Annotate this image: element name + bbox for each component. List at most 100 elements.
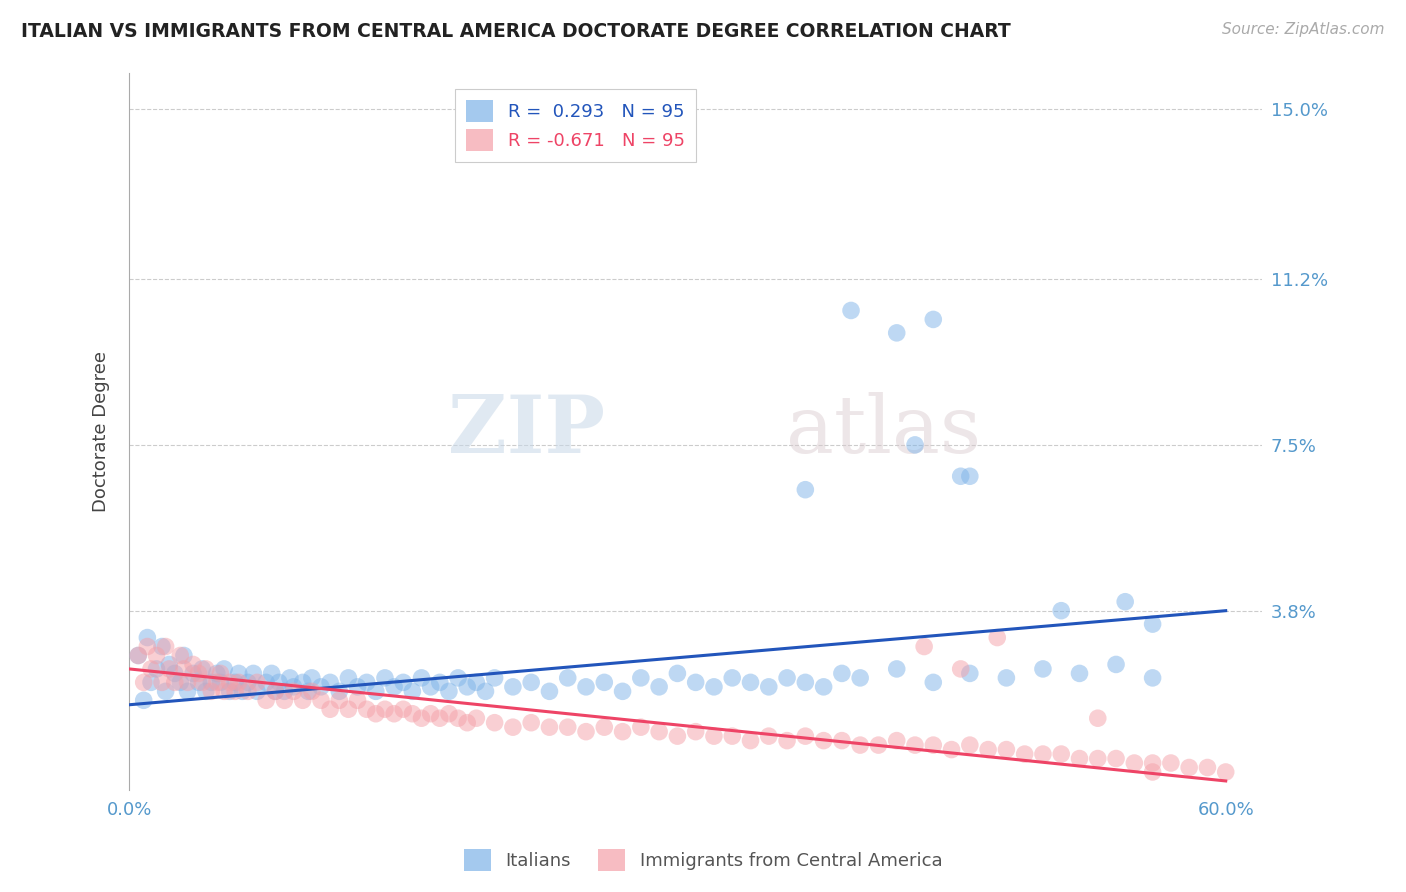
Point <box>228 675 250 690</box>
Point <box>995 671 1018 685</box>
Point <box>685 675 707 690</box>
Text: ZIP: ZIP <box>449 392 605 470</box>
Point <box>337 671 360 685</box>
Point <box>374 671 396 685</box>
Point <box>959 738 981 752</box>
Point <box>502 720 524 734</box>
Point <box>132 675 155 690</box>
Point <box>319 675 342 690</box>
Point <box>1197 760 1219 774</box>
Point <box>356 675 378 690</box>
Point <box>150 640 173 654</box>
Point <box>666 729 689 743</box>
Point <box>593 675 616 690</box>
Point <box>868 738 890 752</box>
Point <box>538 720 561 734</box>
Point <box>209 675 232 690</box>
Point <box>246 684 269 698</box>
Point <box>922 738 945 752</box>
Point <box>236 684 259 698</box>
Point <box>437 706 460 721</box>
Point <box>1087 751 1109 765</box>
Point <box>218 675 240 690</box>
Legend: R =  0.293   N = 95, R = -0.671   N = 95: R = 0.293 N = 95, R = -0.671 N = 95 <box>456 89 696 162</box>
Point <box>297 684 319 698</box>
Point <box>484 715 506 730</box>
Point <box>1114 595 1136 609</box>
Point <box>1032 747 1054 761</box>
Point <box>176 684 198 698</box>
Point <box>502 680 524 694</box>
Point <box>218 684 240 698</box>
Point <box>242 666 264 681</box>
Point <box>157 657 180 672</box>
Point <box>484 671 506 685</box>
Point <box>145 648 167 663</box>
Point <box>959 666 981 681</box>
Point <box>319 702 342 716</box>
Point <box>721 671 744 685</box>
Point <box>163 675 186 690</box>
Point <box>382 680 405 694</box>
Point <box>1087 711 1109 725</box>
Point <box>283 684 305 698</box>
Point <box>401 706 423 721</box>
Point <box>301 684 323 698</box>
Point <box>309 693 332 707</box>
Point <box>155 640 177 654</box>
Point <box>1032 662 1054 676</box>
Point <box>703 680 725 694</box>
Point <box>995 742 1018 756</box>
Point <box>1105 751 1128 765</box>
Point <box>575 680 598 694</box>
Point <box>648 680 671 694</box>
Text: ITALIAN VS IMMIGRANTS FROM CENTRAL AMERICA DOCTORATE DEGREE CORRELATION CHART: ITALIAN VS IMMIGRANTS FROM CENTRAL AMERI… <box>21 22 1011 41</box>
Point <box>612 724 634 739</box>
Point <box>520 675 543 690</box>
Point <box>291 693 314 707</box>
Text: Source: ZipAtlas.com: Source: ZipAtlas.com <box>1222 22 1385 37</box>
Point <box>831 666 853 681</box>
Point <box>346 680 368 694</box>
Point <box>1142 617 1164 632</box>
Point <box>267 675 290 690</box>
Point <box>456 680 478 694</box>
Point <box>465 675 488 690</box>
Point <box>132 693 155 707</box>
Point <box>254 693 277 707</box>
Point <box>224 684 246 698</box>
Point <box>364 684 387 698</box>
Point <box>740 675 762 690</box>
Point <box>205 666 228 681</box>
Point <box>139 675 162 690</box>
Point <box>904 738 927 752</box>
Point <box>145 662 167 676</box>
Point <box>941 742 963 756</box>
Point <box>278 671 301 685</box>
Point <box>194 662 217 676</box>
Point <box>794 675 817 690</box>
Point <box>520 715 543 730</box>
Point <box>630 720 652 734</box>
Point <box>886 733 908 747</box>
Point <box>283 680 305 694</box>
Point <box>328 684 350 698</box>
Point <box>703 729 725 743</box>
Point <box>346 693 368 707</box>
Point <box>813 733 835 747</box>
Point <box>419 680 441 694</box>
Point <box>224 675 246 690</box>
Point <box>538 684 561 698</box>
Point <box>949 662 972 676</box>
Point <box>593 720 616 734</box>
Point <box>181 657 204 672</box>
Point <box>1215 764 1237 779</box>
Point <box>1069 666 1091 681</box>
Point <box>163 666 186 681</box>
Point <box>429 675 451 690</box>
Point <box>411 711 433 725</box>
Point <box>1105 657 1128 672</box>
Point <box>648 724 671 739</box>
Point <box>157 662 180 676</box>
Point <box>209 666 232 681</box>
